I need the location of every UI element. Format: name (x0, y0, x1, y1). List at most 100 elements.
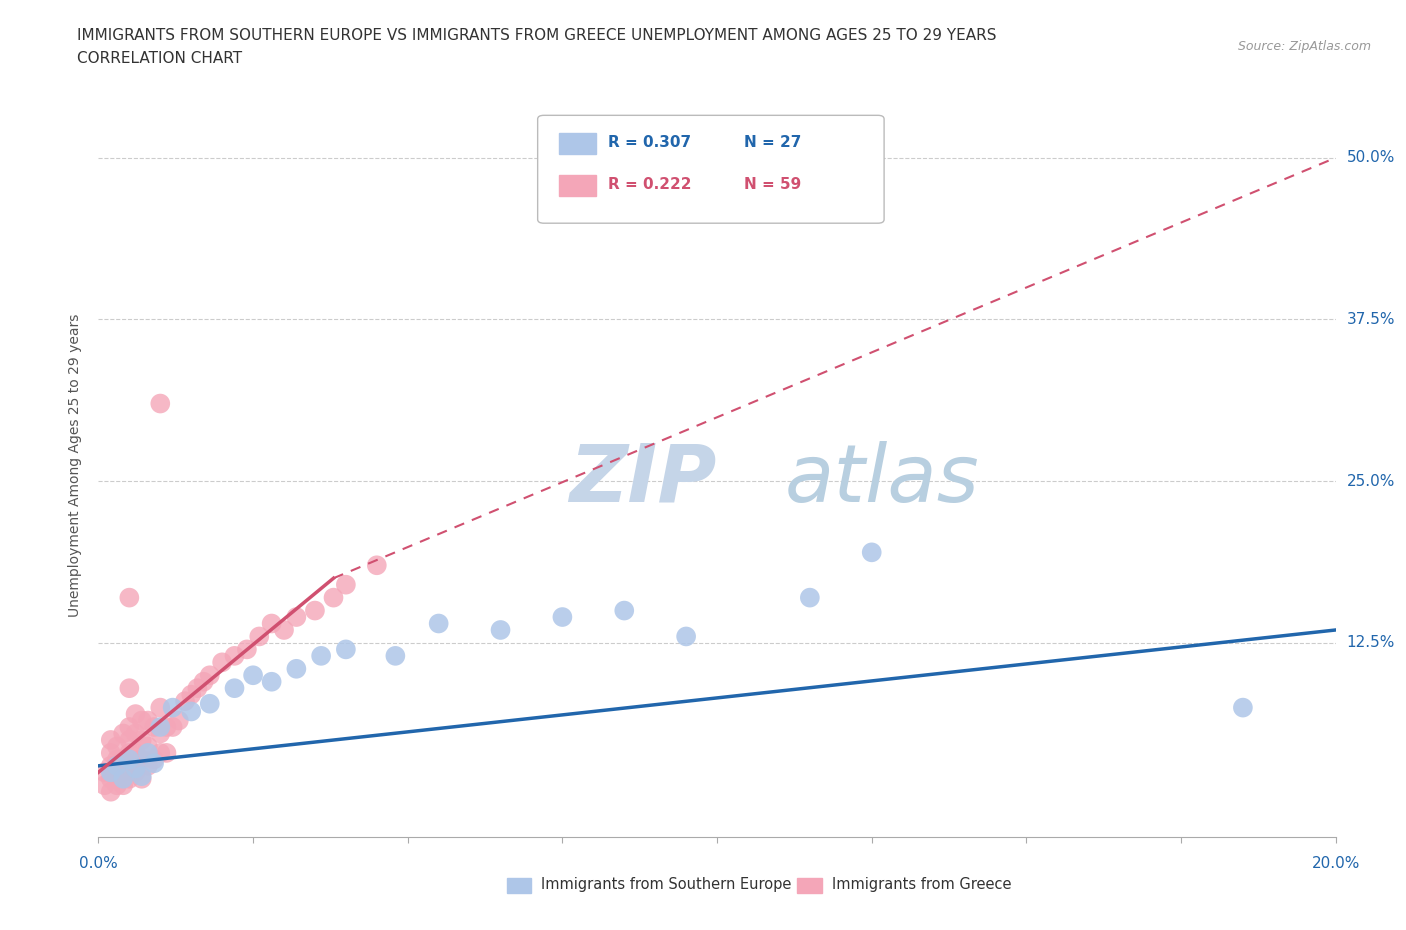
Point (224, 648, 246, 663)
Point (131, 752, 153, 767)
Point (143, 756, 166, 771)
Point (224, 681, 246, 696)
Text: Immigrants from Greece: Immigrants from Greece (832, 877, 1012, 892)
Point (112, 752, 135, 767)
Point (198, 668, 221, 683)
Point (112, 764, 135, 779)
Point (613, 604, 636, 618)
Point (211, 655, 233, 670)
Point (112, 777, 135, 792)
Point (118, 720, 141, 735)
Point (155, 720, 177, 735)
Point (105, 777, 128, 792)
Point (860, 545, 883, 560)
Text: 25.0%: 25.0% (1347, 473, 1395, 488)
Point (427, 616, 450, 631)
Point (149, 720, 172, 735)
Y-axis label: Unemployment Among Ages 25 to 29 years: Unemployment Among Ages 25 to 29 years (69, 313, 83, 617)
Point (155, 746, 177, 761)
Point (149, 396, 172, 411)
Text: ZIP: ZIP (568, 441, 716, 519)
Point (105, 764, 128, 779)
Point (124, 726, 146, 741)
Point (149, 726, 172, 741)
Point (551, 609, 574, 624)
Point (149, 700, 172, 715)
Point (136, 713, 159, 728)
Text: N = 59: N = 59 (744, 177, 801, 192)
Point (143, 752, 166, 767)
Point (118, 591, 141, 605)
Point (247, 629, 270, 644)
Point (186, 681, 208, 696)
Point (489, 622, 512, 637)
Point (136, 739, 159, 754)
Point (131, 769, 153, 784)
Bar (506, 878, 531, 893)
Point (100, 733, 122, 748)
Point (124, 761, 146, 776)
Point (1232, 700, 1254, 715)
Point (118, 733, 141, 748)
Text: R = 0.222: R = 0.222 (609, 177, 692, 192)
Point (131, 713, 153, 728)
Text: 12.5%: 12.5% (1347, 635, 1395, 650)
Point (131, 733, 153, 748)
Point (799, 591, 821, 605)
Bar (558, 133, 596, 154)
Point (112, 771, 135, 786)
Point (304, 604, 326, 618)
Point (384, 648, 406, 663)
Point (335, 578, 357, 592)
Point (260, 674, 283, 689)
Point (198, 697, 221, 711)
Point (118, 758, 141, 773)
Point (174, 694, 197, 709)
Text: Source: ZipAtlas.com: Source: ZipAtlas.com (1237, 40, 1371, 53)
Text: atlas: atlas (785, 441, 980, 519)
Point (118, 746, 141, 761)
Text: 20.0%: 20.0% (1312, 856, 1360, 870)
Bar (797, 878, 823, 893)
Text: 50.0%: 50.0% (1347, 151, 1395, 166)
Point (100, 764, 122, 779)
Text: 0.0%: 0.0% (79, 856, 118, 870)
Text: CORRELATION CHART: CORRELATION CHART (77, 51, 242, 66)
Point (136, 746, 159, 761)
Point (366, 558, 388, 573)
Text: R = 0.307: R = 0.307 (609, 136, 692, 151)
Point (118, 681, 141, 696)
Point (242, 668, 264, 683)
Point (162, 720, 184, 735)
Point (136, 758, 159, 773)
Point (285, 661, 308, 676)
Point (124, 707, 146, 722)
Point (167, 713, 190, 728)
Point (273, 622, 295, 637)
Point (335, 642, 357, 657)
Point (105, 758, 128, 773)
Point (118, 752, 141, 767)
Point (124, 764, 146, 779)
Point (112, 726, 135, 741)
Point (149, 746, 172, 761)
Point (675, 629, 697, 644)
Text: N = 27: N = 27 (744, 136, 801, 151)
Point (322, 591, 344, 605)
Point (193, 674, 215, 689)
Point (309, 648, 332, 663)
Point (131, 771, 153, 786)
Point (285, 609, 308, 624)
Point (124, 746, 146, 761)
Point (93, 764, 115, 779)
Point (100, 771, 122, 786)
Point (236, 642, 259, 657)
Point (105, 739, 128, 754)
Point (162, 700, 184, 715)
Text: Immigrants from Southern Europe: Immigrants from Southern Europe (541, 877, 792, 892)
Point (100, 784, 122, 799)
Text: IMMIGRANTS FROM SOUTHERN EUROPE VS IMMIGRANTS FROM GREECE UNEMPLOYMENT AMONG AGE: IMMIGRANTS FROM SOUTHERN EUROPE VS IMMIG… (77, 28, 997, 43)
Point (100, 746, 122, 761)
FancyBboxPatch shape (537, 115, 884, 223)
Point (180, 704, 202, 719)
